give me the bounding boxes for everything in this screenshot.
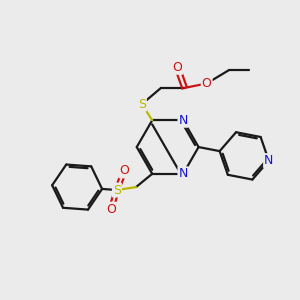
Text: S: S [138, 98, 146, 111]
Text: O: O [106, 203, 116, 216]
Text: S: S [113, 184, 121, 196]
Text: O: O [202, 77, 212, 90]
Text: O: O [172, 61, 182, 74]
Text: O: O [119, 164, 129, 177]
Text: N: N [178, 114, 188, 127]
Text: N: N [178, 167, 188, 180]
Text: N: N [264, 154, 274, 167]
